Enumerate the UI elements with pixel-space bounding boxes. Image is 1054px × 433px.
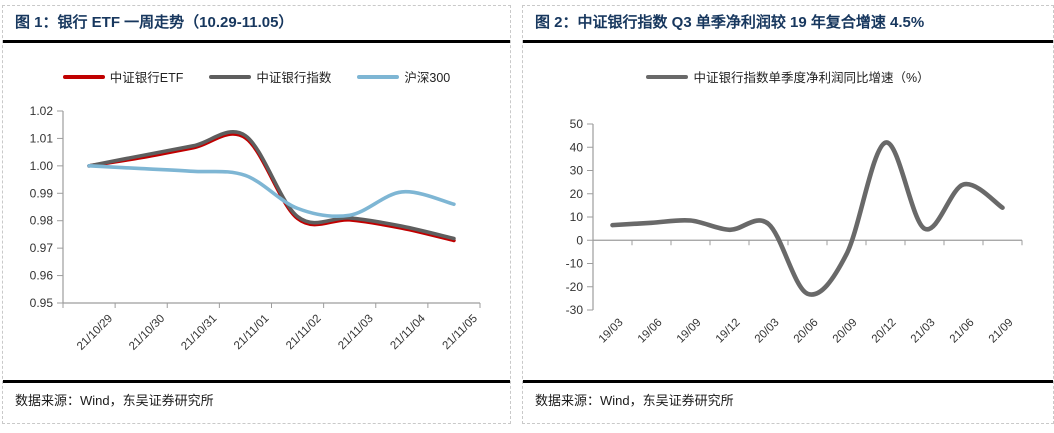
y-tick-label: -10 xyxy=(566,257,584,271)
y-tick-label: 30 xyxy=(570,164,584,178)
y-tick-label: 0.97 xyxy=(30,241,54,255)
y-tick-label: 0.95 xyxy=(30,296,54,310)
x-tick-label: 21/10/29 xyxy=(75,313,115,353)
x-tick-label: 21/11/04 xyxy=(388,312,428,352)
x-tick-label: 19/09 xyxy=(675,317,704,346)
x-tick-label: 21/11/03 xyxy=(336,313,376,353)
x-tick-label: 21/03 xyxy=(909,317,938,346)
y-tick-label: 1.02 xyxy=(30,104,54,118)
figure-1-chart-area: 1.02 1.01 1.00 0.99 0.98 0.97 0.96 0.95 21/10/29… xyxy=(3,43,510,380)
figure-2-source: 数据来源：Wind，东吴证券研究所 xyxy=(523,380,1053,419)
x-tick-label: 20/12 xyxy=(870,317,899,346)
y-tick-label: 50 xyxy=(570,117,584,131)
bank-index-profit-growth-line-chart: 50 40 30 20 10 0 -10 -20 -30 19/03 19/06 19/09 19/12… xyxy=(566,117,1023,346)
figure-1-panel: 图 1：银行 ETF 一周走势（10.29-11.05） 1.02 1.01 1.0… xyxy=(2,5,511,424)
figure-1-source: 数据来源：Wind，东吴证券研究所 xyxy=(3,380,510,419)
x-tick-label: 21/10/31 xyxy=(179,313,219,353)
x-tick-label: 21/10/30 xyxy=(127,313,167,353)
y-tick-label: 0.96 xyxy=(30,269,54,283)
y-tick-label: 20 xyxy=(570,187,584,201)
series-line-1 xyxy=(87,130,456,241)
x-tick-label: 19/03 xyxy=(597,317,626,346)
x-tick-label: 19/06 xyxy=(636,317,665,346)
y-tick-label: 1.00 xyxy=(30,159,54,173)
y-tick-label: 1.01 xyxy=(30,131,54,145)
y-tick-label: 0 xyxy=(576,233,583,247)
x-tick-label: 21/11/01 xyxy=(232,313,272,353)
x-tick-label: 20/03 xyxy=(753,317,782,346)
series-line-0 xyxy=(610,140,1005,297)
y-tick-label: 10 xyxy=(570,210,584,224)
figure-2-panel: 图 2：中证银行指数 Q3 单季净利润较 19 年复合增速 4.5% 50 40 3… xyxy=(522,5,1054,424)
figure-2-chart-area: 50 40 30 20 10 0 -10 -20 -30 19/03 19/06 19/09 19/12… xyxy=(523,43,1053,380)
x-tick-label: 21/06 xyxy=(948,317,977,346)
y-tick-label: -30 xyxy=(566,303,584,317)
y-tick-label: 0.99 xyxy=(30,186,54,200)
x-tick-label: 21/09 xyxy=(987,317,1016,346)
bank-etf-week-line-chart: 1.02 1.01 1.00 0.99 0.98 0.97 0.96 0.95 21/10/29… xyxy=(30,104,481,353)
x-tick-label: 20/09 xyxy=(831,317,860,346)
figure-1-title: 图 1：银行 ETF 一周走势（10.29-11.05） xyxy=(3,6,510,43)
x-tick-label: 19/12 xyxy=(714,317,743,346)
series-line-2 xyxy=(87,164,456,219)
x-tick-label: 20/06 xyxy=(792,317,821,346)
figure-2-title: 图 2：中证银行指数 Q3 单季净利润较 19 年复合增速 4.5% xyxy=(523,6,1053,43)
x-tick-label: 21/11/05 xyxy=(441,313,481,353)
x-tick-label: 21/11/02 xyxy=(284,313,324,353)
y-tick-label: 0.98 xyxy=(30,214,54,228)
y-tick-label: 40 xyxy=(570,140,584,154)
y-tick-label: -20 xyxy=(566,280,584,294)
